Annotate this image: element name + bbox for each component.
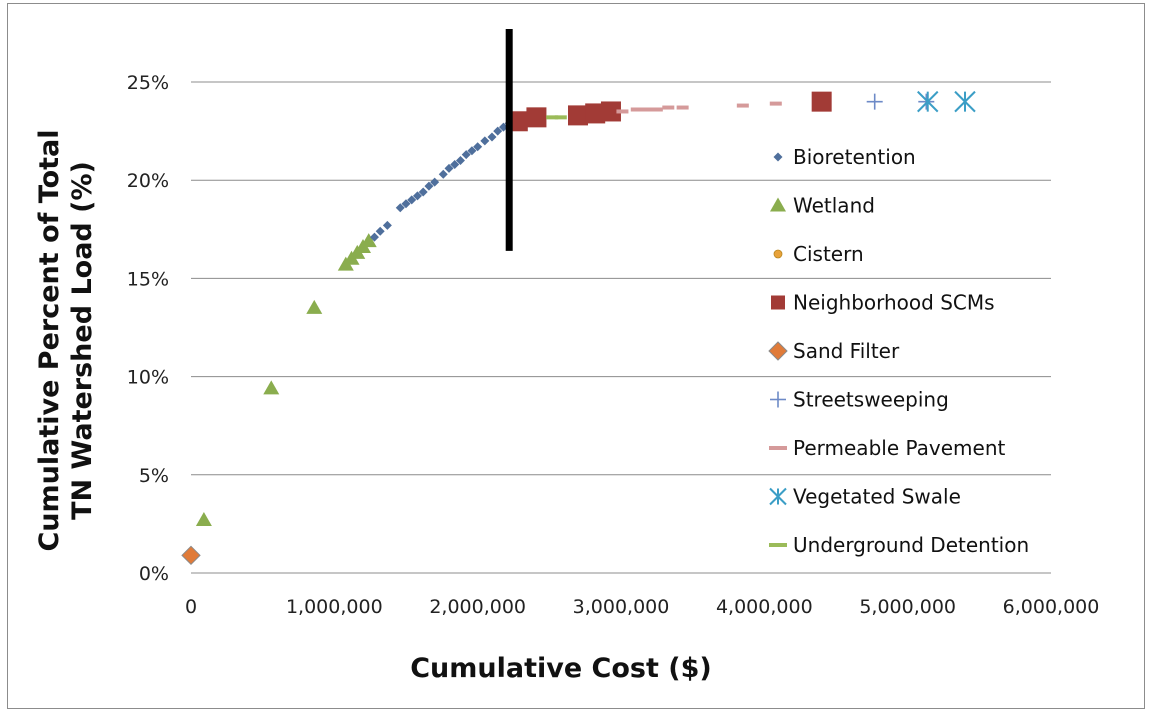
wetland-point (306, 299, 323, 314)
bioretention-point (461, 150, 471, 160)
bioretention-point (430, 177, 440, 187)
y-axis-title-line: TN Watershed Load (%) (67, 161, 98, 520)
axis-titles: Cumulative Cost ($) Cumulative Percent of… (34, 129, 712, 684)
neighborhood-scms-point (526, 107, 547, 128)
y-tick-label: 25% (127, 72, 169, 94)
bioretention-point (407, 195, 417, 205)
legend-label-vegetated-swale: Vegetated Swale (793, 485, 961, 509)
streetsweeping-point (866, 93, 883, 110)
neighborhood-scms-point (585, 103, 606, 124)
y-tick-label: 10% (127, 367, 169, 389)
y-tick-label: 0% (139, 563, 169, 585)
legend-marker-wetland (770, 197, 786, 212)
wetland-point (263, 380, 280, 395)
bioretention-point (412, 191, 422, 201)
x-tick-label: 3,000,000 (573, 596, 670, 618)
legend-label-wetland: Wetland (793, 194, 875, 218)
gridlines (191, 81, 1051, 476)
legend-marker-cistern (773, 249, 783, 259)
sand-filter-point (181, 545, 201, 566)
bioretention-point (438, 169, 448, 179)
x-tick-label: 1,000,000 (286, 596, 383, 618)
vegetated-swale-point (954, 90, 976, 113)
wetland-point (195, 511, 212, 526)
streetsweeping-point (918, 93, 935, 110)
bioretention-point (369, 232, 379, 242)
legend-label-neighborhood-scms: Neighborhood SCMs (793, 291, 995, 315)
legend-label-bioretention: Bioretention (793, 145, 916, 169)
chart-frame: 0% 5% 10% 15% 20% 25% 0 1,000,000 2,000,000 3,000… (7, 3, 1145, 709)
y-tick-label: 15% (127, 268, 169, 290)
bioretention-point (473, 142, 483, 152)
bioretention-point (382, 220, 392, 230)
x-tick-label: 5,000,000 (859, 596, 956, 618)
legend-marker-vegetated-swale (769, 487, 787, 506)
x-tick-label: 6,000,000 (1003, 596, 1100, 618)
bioretention-point (487, 132, 497, 142)
bioretention-point (395, 203, 405, 213)
x-tick-label: 0 (185, 596, 197, 618)
x-axis-title: Cumulative Cost ($) (410, 653, 712, 684)
bioretention-point (401, 199, 411, 209)
legend: Bioretention Wetland Cistern Neighborhood S… (768, 145, 1029, 557)
axes: 0% 5% 10% 15% 20% 25% 0 1,000,000 2,000,000 3,000… (127, 72, 1100, 618)
neighborhood-scms-point (600, 101, 621, 122)
wetland-point (360, 233, 377, 248)
legend-label-sand-filter: Sand Filter (793, 339, 900, 363)
bioretention-point (480, 136, 490, 146)
data-points (181, 90, 976, 566)
y-tick-label: 20% (127, 170, 169, 192)
bioretention-point (375, 226, 385, 236)
legend-marker-sand-filter (768, 341, 788, 361)
bioretention-point (493, 126, 503, 136)
x-tick-label: 4,000,000 (716, 596, 813, 618)
legend-marker-neighborhood-scms (771, 295, 785, 310)
bioretention-point (455, 156, 465, 166)
bioretention-point (424, 181, 434, 191)
legend-label-cistern: Cistern (793, 242, 864, 266)
legend-label-underground-detention: Underground Detention (793, 533, 1029, 557)
bioretention-point (418, 187, 428, 197)
y-tick-label: 5% (139, 465, 169, 487)
neighborhood-scms-point (507, 111, 528, 132)
bioretention-point (444, 163, 454, 173)
bioretention-point (450, 159, 460, 169)
legend-label-streetsweeping: Streetsweeping (793, 388, 949, 412)
legend-label-permeable-pavement: Permeable Pavement (793, 436, 1006, 460)
neighborhood-scms-point (811, 91, 832, 112)
vegetated-swale-point (917, 90, 939, 113)
scatter-chart: 0% 5% 10% 15% 20% 25% 0 1,000,000 2,000,000 3,000… (34, 28, 1100, 684)
x-tick-label: 2,000,000 (429, 596, 526, 618)
y-axis-title-line: Cumulative Percent of Total (34, 129, 65, 551)
legend-marker-bioretention (773, 152, 783, 162)
legend-marker-streetsweeping (770, 391, 786, 408)
bioretention-point (467, 146, 477, 156)
neighborhood-scms-point (568, 105, 588, 126)
